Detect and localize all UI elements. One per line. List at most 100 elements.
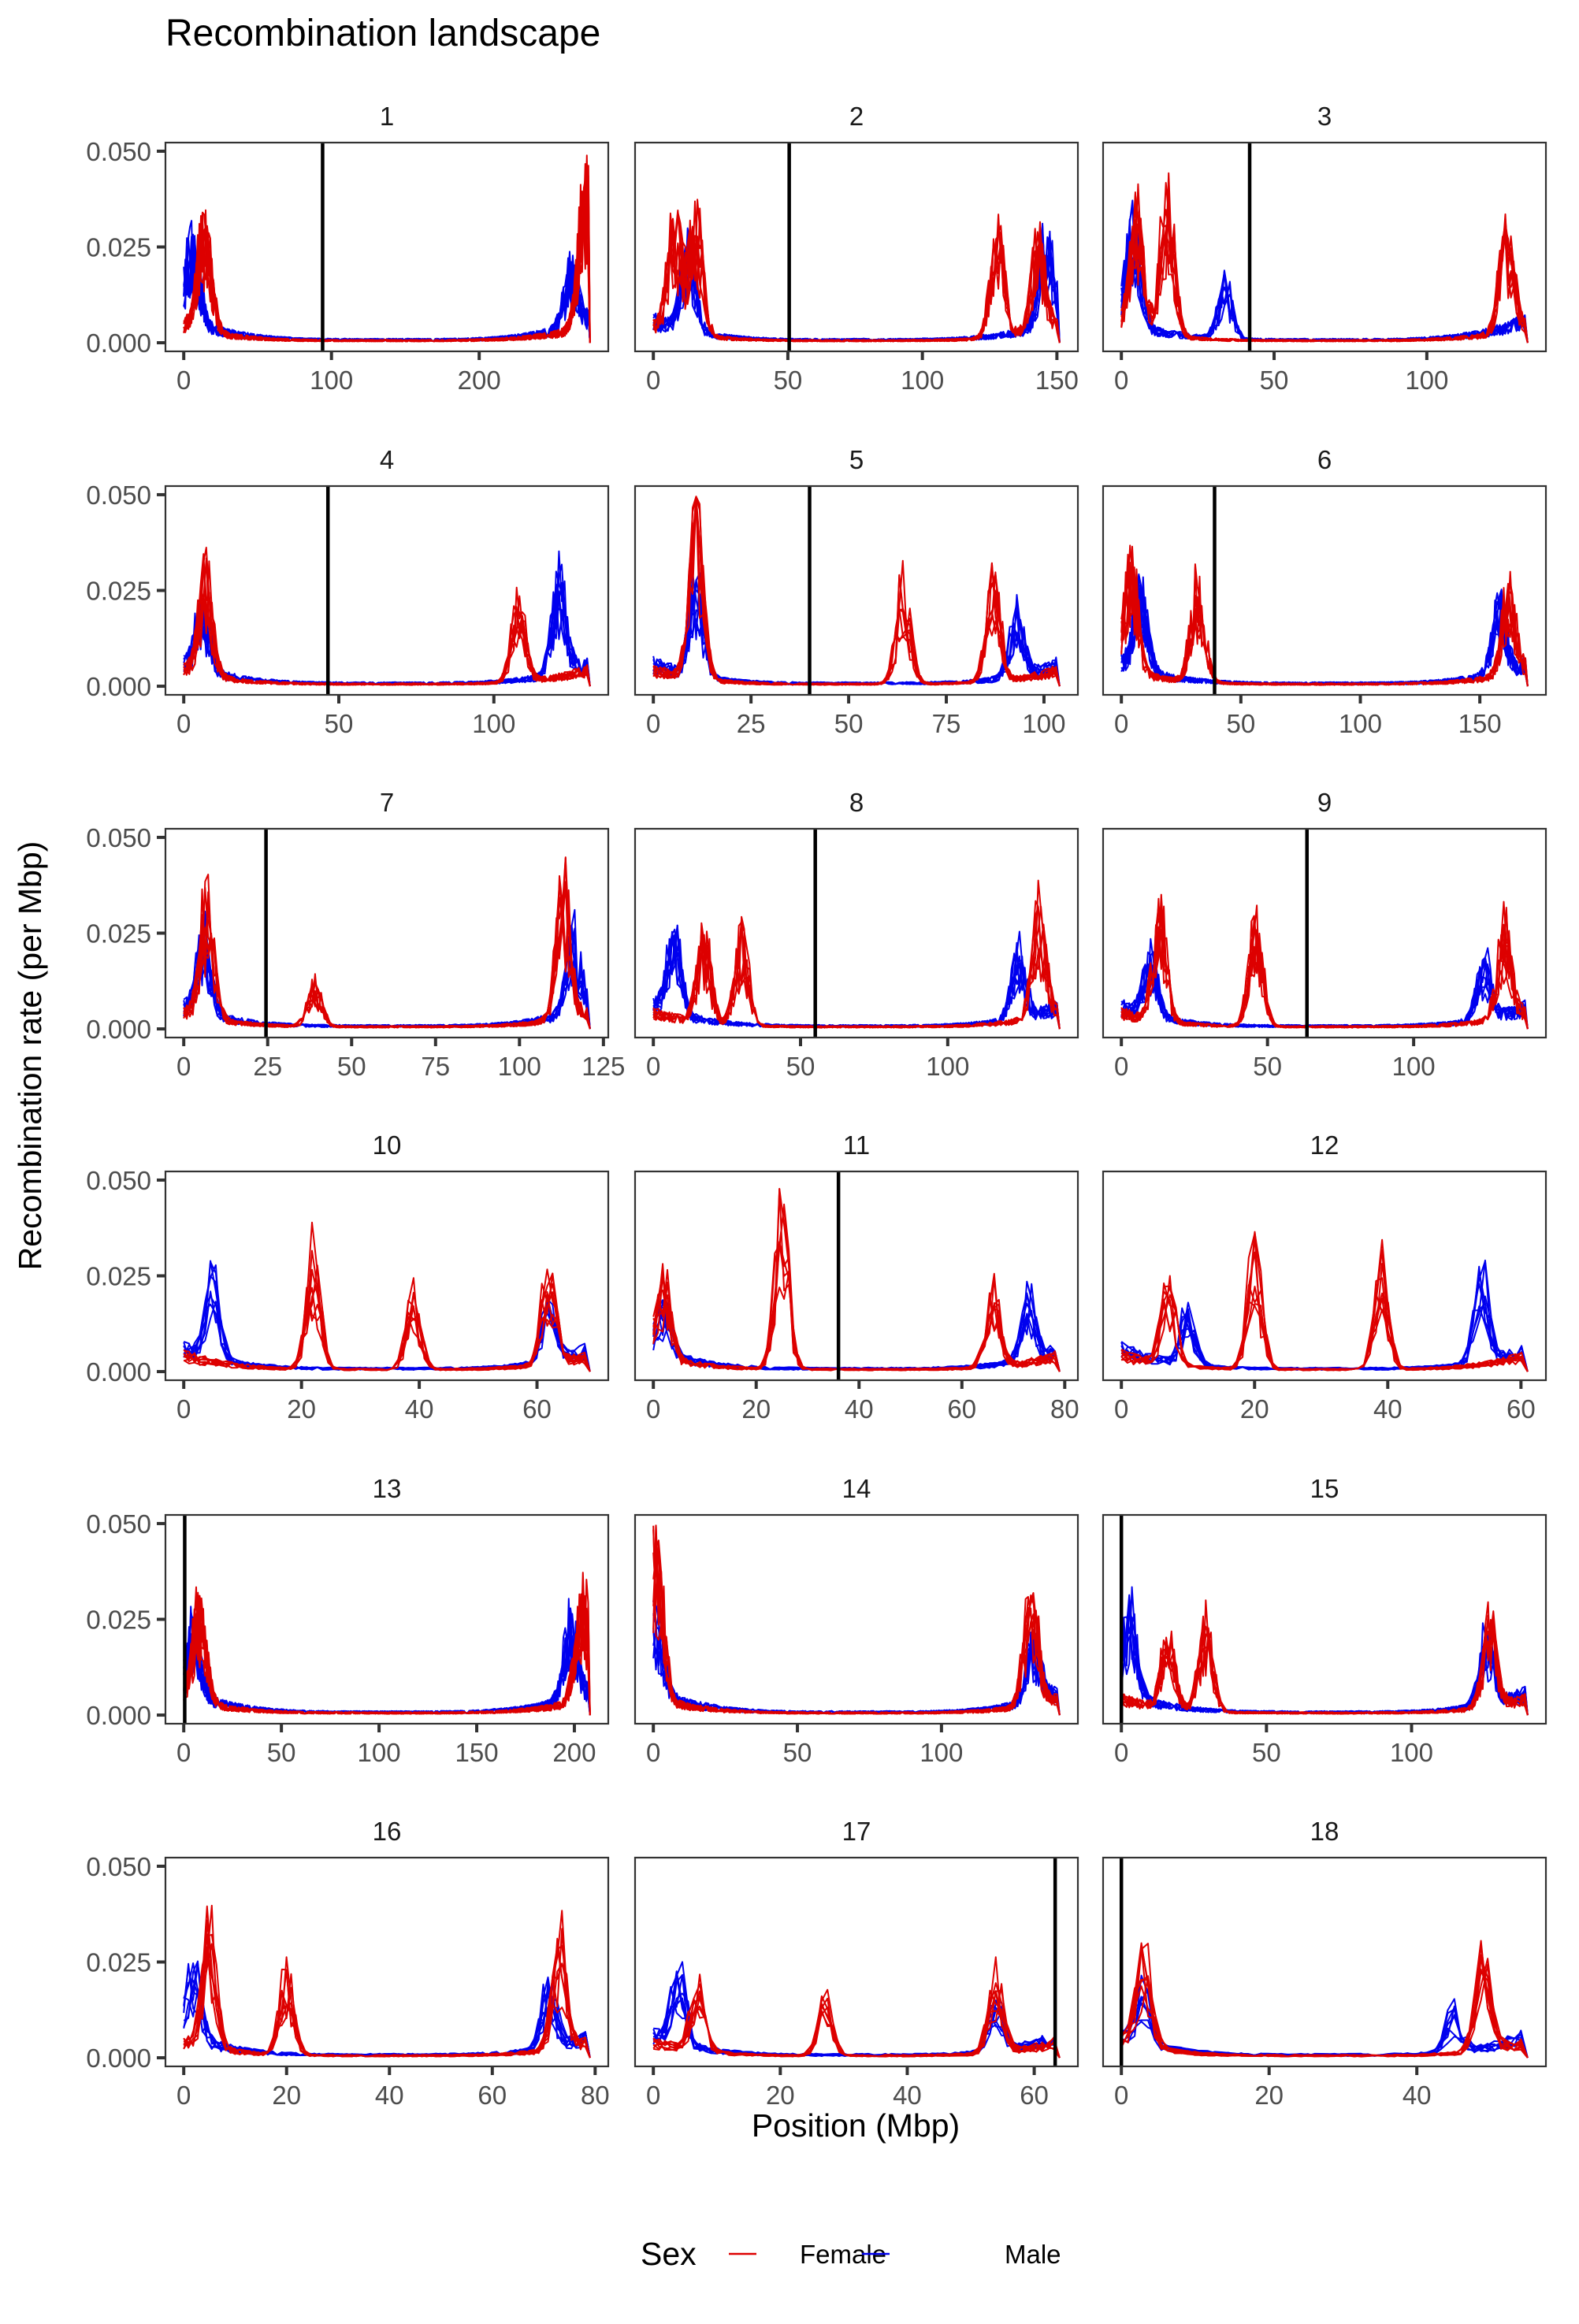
panel-chr-12: 12 0 20 40 60 xyxy=(1102,1130,1547,1424)
x-tick-label: 0 xyxy=(1114,1738,1128,1767)
series-line-female-rep-6 xyxy=(652,1206,1061,1372)
series-line-female-rep-3 xyxy=(184,1905,591,2059)
series-group xyxy=(183,856,591,1030)
x-tick-label: 80 xyxy=(581,2081,610,2110)
panel-border xyxy=(1102,827,1547,1039)
series-line-female-rep-8 xyxy=(652,1271,1061,1372)
x-tick-label: 40 xyxy=(405,1394,434,1424)
x-tick-label: 50 xyxy=(337,1052,366,1081)
series-line-female-rep-7 xyxy=(183,160,591,343)
series-group xyxy=(652,199,1061,343)
series-group xyxy=(1120,893,1529,1030)
series-group xyxy=(183,154,591,343)
series-line-female-rep-8 xyxy=(1120,572,1529,687)
panel-chr-4: 4 0 50 100 0.000 0.025 0.050 xyxy=(86,445,610,738)
series-line-female-rep-7 xyxy=(183,1933,591,2059)
panel-border xyxy=(633,827,1079,1039)
series-line-male-rep-4 xyxy=(652,928,1061,1030)
x-tick-label: 100 xyxy=(1022,709,1065,738)
series-line-female-rep-1 xyxy=(183,1933,591,2059)
y-tick-label: 0.050 xyxy=(86,481,151,510)
series-line-female-rep-6 xyxy=(652,496,1061,687)
series-line-female-rep-2 xyxy=(183,1272,591,1372)
y-tick-label: 0.000 xyxy=(86,1357,151,1387)
panel-strip-label: 17 xyxy=(842,1817,871,1846)
x-tick-label: 0 xyxy=(646,1052,660,1081)
series-line-female-rep-3 xyxy=(183,1579,591,1716)
series-group xyxy=(183,1572,591,1716)
x-tick-label: 20 xyxy=(741,1394,771,1424)
x-tick-label: 60 xyxy=(947,1394,976,1424)
series-group xyxy=(1120,544,1529,687)
x-tick-label: 40 xyxy=(1403,2081,1432,2110)
series-line-male-rep-4 xyxy=(183,587,591,687)
x-tick-label: 100 xyxy=(1390,1738,1433,1767)
series-line-female-rep-8 xyxy=(652,1529,1061,1716)
series-line-female-rep-7 xyxy=(183,1272,591,1372)
series-line-male-rep-3 xyxy=(183,926,591,1030)
y-tick-label: 0.050 xyxy=(86,823,151,852)
panel-chr-18: 18 0 20 40 xyxy=(1102,1817,1547,2110)
x-tick-label: 80 xyxy=(1050,1394,1079,1424)
series-line-female-rep-5 xyxy=(183,1601,591,1716)
panel-chr-2: 2 0 50 100 150 xyxy=(633,102,1079,395)
y-tick-label: 0.000 xyxy=(86,1701,151,1730)
x-tick-label: 20 xyxy=(272,2081,301,2110)
series-line-male-rep-3 xyxy=(652,1625,1061,1716)
panel-strip-label: 2 xyxy=(849,102,864,131)
series-line-female-rep-8 xyxy=(652,217,1061,343)
x-tick-label: 0 xyxy=(176,2081,191,2110)
series-line-female-rep-8 xyxy=(183,1221,591,1372)
series-line-male-rep-8 xyxy=(652,934,1061,1030)
y-tick-label: 0.050 xyxy=(86,1852,151,1881)
series-line-female-rep-7 xyxy=(652,934,1061,1030)
x-tick-label: 0 xyxy=(176,709,191,738)
panel-strip-label: 15 xyxy=(1310,1474,1339,1503)
series-line-female-rep-3 xyxy=(652,496,1061,687)
series-line-female-rep-2 xyxy=(652,1524,1061,1716)
series-group xyxy=(1120,1940,1529,2059)
series-line-female-rep-8 xyxy=(1120,897,1529,1030)
series-line-female-rep-8 xyxy=(652,900,1061,1030)
y-tick-label: 0.000 xyxy=(86,329,151,358)
series-line-female-rep-8 xyxy=(1120,1621,1529,1716)
panel-strip-label: 13 xyxy=(373,1474,402,1503)
x-tick-label: 75 xyxy=(932,709,961,738)
panel-chr-8: 8 0 50 100 xyxy=(633,788,1079,1081)
series-line-female-rep-4 xyxy=(183,881,591,1030)
series-line-male-rep-4 xyxy=(183,1598,591,1716)
series-line-male-rep-1 xyxy=(183,946,591,1030)
panel-chr-16: 16 0 20 40 60 80 0.000 0.025 0.050 xyxy=(86,1817,609,2110)
series-line-male-rep-5 xyxy=(183,927,591,1030)
panel-strip-label: 5 xyxy=(849,445,864,474)
x-tick-label: 40 xyxy=(375,2081,404,2110)
series-line-male-rep-5 xyxy=(183,236,591,343)
x-tick-label: 0 xyxy=(176,366,191,395)
series-line-female-rep-6 xyxy=(183,888,591,1030)
x-tick-label: 40 xyxy=(1373,1394,1403,1424)
x-tick-label: 100 xyxy=(926,1052,969,1081)
series-line-female-rep-5 xyxy=(183,1286,591,1372)
series-line-female-rep-5 xyxy=(652,496,1061,687)
series-line-female-rep-4 xyxy=(652,1552,1061,1716)
series-line-female-rep-4 xyxy=(183,154,591,343)
series-line-female-rep-5 xyxy=(652,1554,1061,1716)
series-line-male-rep-3 xyxy=(183,236,591,343)
series-line-male-rep-2 xyxy=(652,1622,1061,1716)
series-line-female-rep-1 xyxy=(652,1187,1061,1372)
x-tick-label: 20 xyxy=(1254,2081,1284,2110)
series-group xyxy=(652,1956,1061,2059)
x-tick-label: 0 xyxy=(646,709,660,738)
series-line-male-rep-2 xyxy=(183,911,591,1030)
y-tick-label: 0.050 xyxy=(86,1166,151,1195)
panel-strip-label: 3 xyxy=(1317,102,1332,131)
series-line-female-rep-1 xyxy=(652,1539,1061,1716)
series-line-female-rep-1 xyxy=(183,857,591,1030)
panel-border xyxy=(1102,1170,1547,1382)
series-line-female-rep-4 xyxy=(1120,172,1529,343)
x-tick-label: 200 xyxy=(458,366,501,395)
y-tick-label: 0.025 xyxy=(86,1262,151,1291)
panel-strip-label: 8 xyxy=(849,788,864,817)
panel-strip-label: 16 xyxy=(373,1817,402,1846)
series-line-female-rep-6 xyxy=(183,165,591,343)
